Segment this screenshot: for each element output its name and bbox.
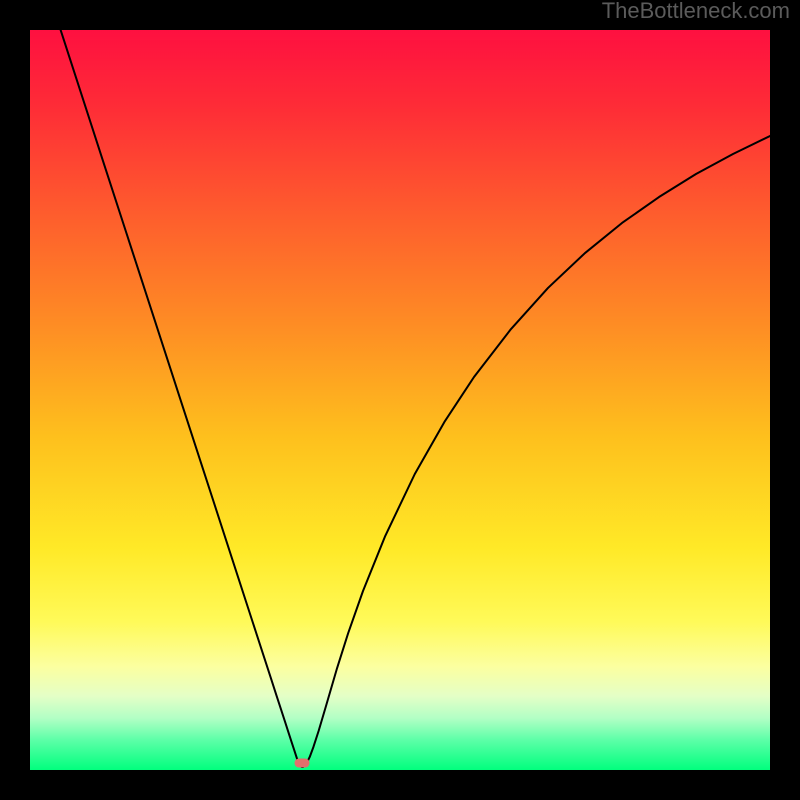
- bottleneck-chart: [0, 0, 800, 800]
- plot-background: [30, 30, 770, 770]
- stage: TheBottleneck.com: [0, 0, 800, 800]
- attribution-text: TheBottleneck.com: [602, 0, 790, 22]
- optimal-point-marker: [295, 758, 310, 767]
